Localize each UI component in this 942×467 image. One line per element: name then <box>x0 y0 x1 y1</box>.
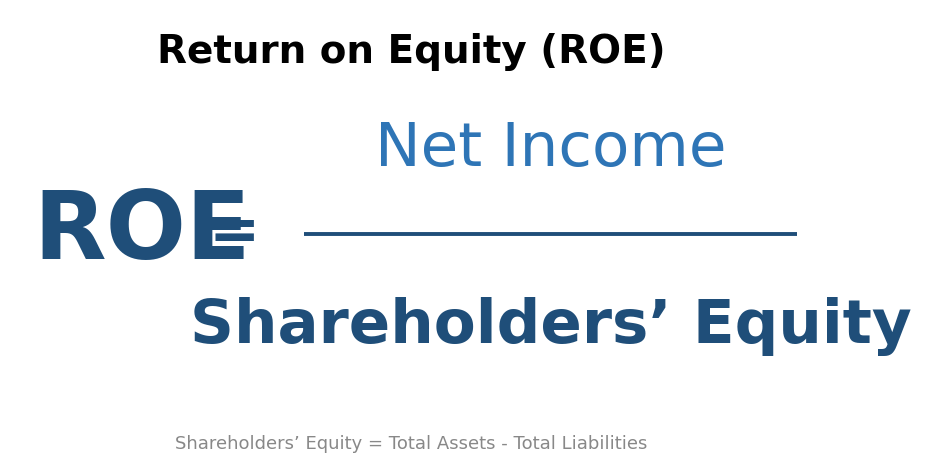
Text: Shareholders’ Equity: Shareholders’ Equity <box>190 297 912 356</box>
Text: =: = <box>208 204 260 263</box>
Text: Return on Equity (ROE): Return on Equity (ROE) <box>156 33 665 71</box>
Text: ROE: ROE <box>33 187 251 280</box>
Text: Net Income: Net Income <box>375 120 726 179</box>
Text: Shareholders’ Equity = Total Assets - Total Liabilities: Shareholders’ Equity = Total Assets - To… <box>175 435 647 453</box>
